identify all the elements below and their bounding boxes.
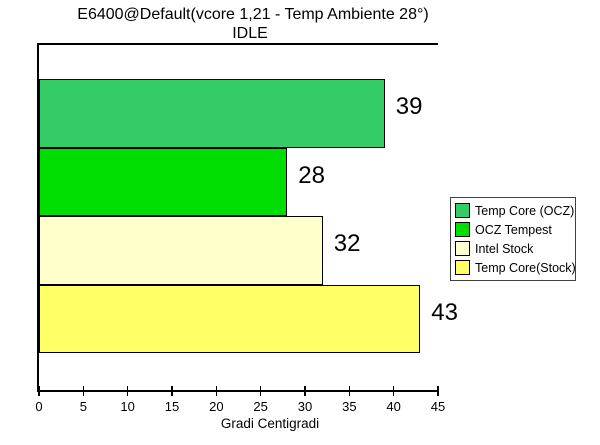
x-axis-tick <box>437 386 439 396</box>
bar <box>39 79 385 148</box>
legend: Temp Core (OCZ) OCZ Tempest Intel Stock Tem… <box>450 197 576 281</box>
x-axis-tick-label: 40 <box>386 399 401 414</box>
x-axis-tick <box>304 386 306 396</box>
x-axis-tick-label: 25 <box>253 399 268 414</box>
legend-item-label: Temp Core(Stock) <box>475 260 576 275</box>
x-axis-tick <box>38 386 40 396</box>
x-axis-tick-label: 45 <box>430 399 446 414</box>
x-axis-tick <box>215 386 218 396</box>
legend-color-swatch <box>455 260 470 275</box>
bar <box>39 216 323 285</box>
legend-item-label: OCZ Tempest <box>475 222 552 237</box>
x-axis-title: Gradi Centigradi <box>220 416 320 431</box>
bar-value-label: 43 <box>431 298 458 326</box>
legend-item-label: Temp Core (OCZ) <box>475 203 575 218</box>
legend-item-label: Intel Stock <box>475 241 534 256</box>
x-axis-tick-label: 0 <box>35 399 43 414</box>
legend-item: Intel Stock <box>455 239 571 258</box>
bar-value-label: 32 <box>333 230 361 258</box>
x-axis-tick <box>126 386 129 396</box>
plot-area: 39 28 32 43 0 5 10 15 20 25 30 35 40 45 <box>35 43 458 414</box>
legend-color-swatch <box>455 222 470 237</box>
bar <box>39 147 288 216</box>
x-axis-tick <box>259 386 262 396</box>
x-axis-tick-label: 30 <box>297 399 313 414</box>
legend-color-swatch <box>455 241 470 256</box>
bar-value-label: 28 <box>298 161 325 189</box>
bar-value-label: 39 <box>395 93 423 121</box>
x-axis-tick-label: 15 <box>164 399 180 414</box>
chart-title: E6400@Default(vcore 1,21 - Temp Ambiente… <box>77 6 429 23</box>
legend-item: Temp Core(Stock) <box>455 258 576 277</box>
x-axis-tick <box>348 386 351 396</box>
x-axis-tick-label: 10 <box>120 399 135 414</box>
legend-item: Temp Core (OCZ) <box>455 201 575 220</box>
legend-color-swatch <box>455 203 470 218</box>
chart-subtitle: IDLE <box>232 25 268 42</box>
x-axis-tick-label: 5 <box>79 399 87 414</box>
x-axis-tick <box>82 386 85 396</box>
bar <box>39 284 421 353</box>
x-axis-tick-label: 20 <box>209 399 224 414</box>
legend-item: OCZ Tempest <box>455 220 571 239</box>
x-axis-tick <box>171 386 173 396</box>
x-axis-tick-label: 35 <box>342 399 357 414</box>
x-axis-tick <box>392 386 395 396</box>
